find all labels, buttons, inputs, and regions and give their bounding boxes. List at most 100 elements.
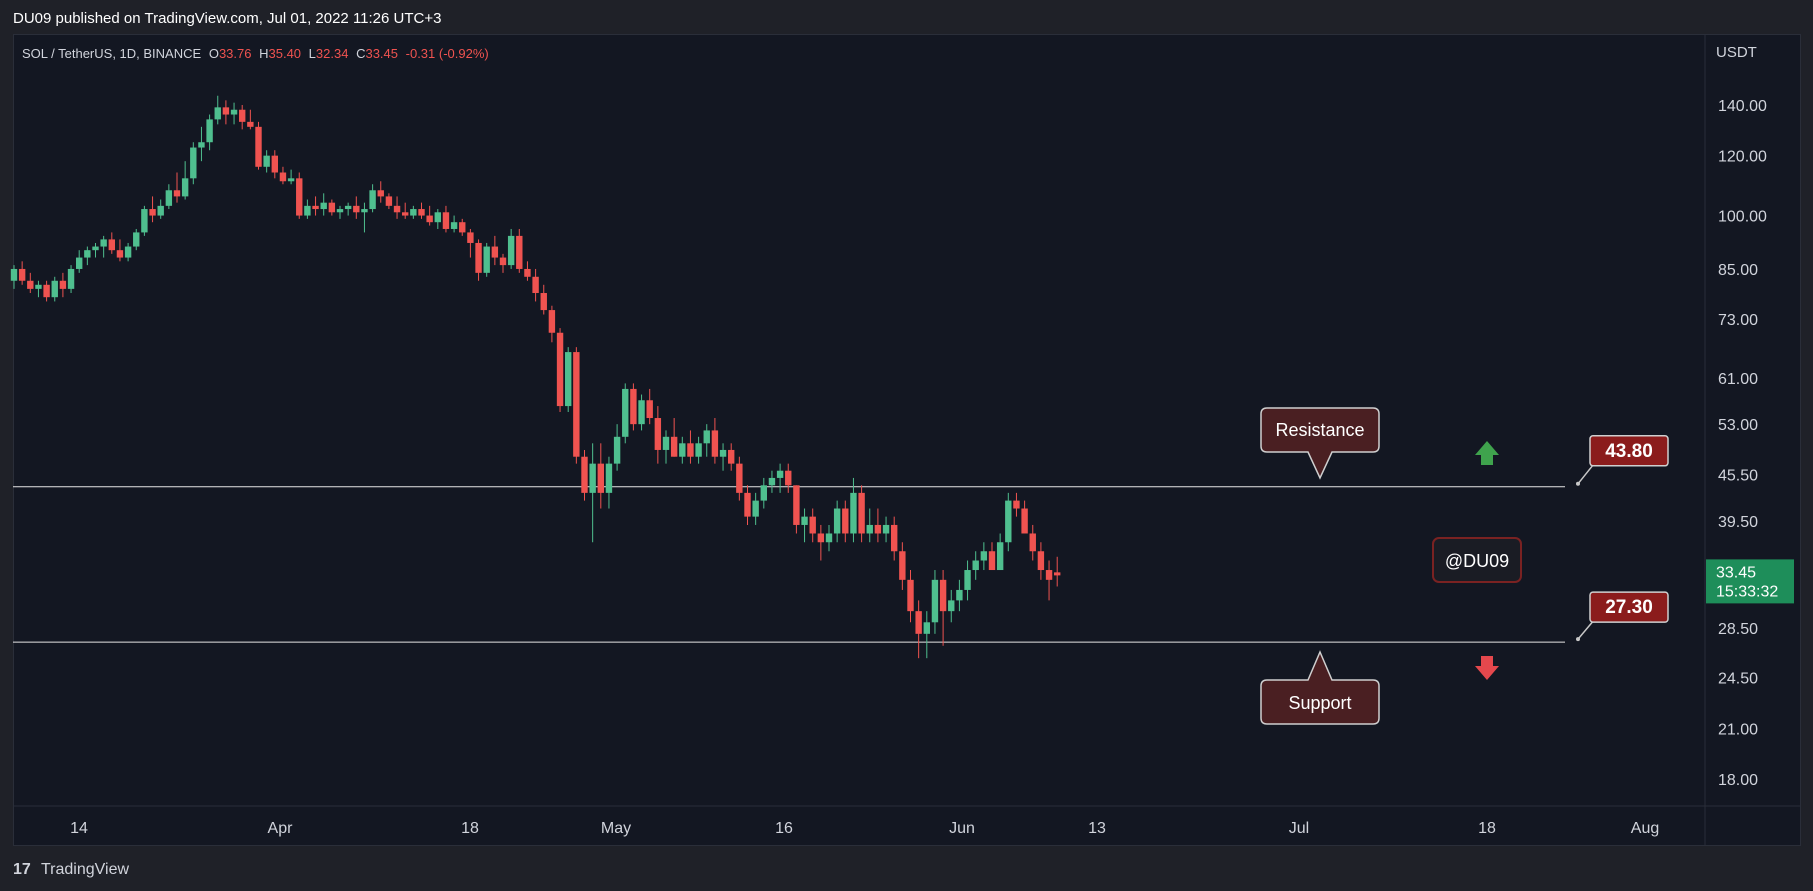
tradingview-logo-icon[interactable]: 17 [13, 861, 31, 878]
candle-body [899, 551, 906, 580]
candle-body [344, 205, 352, 210]
candle [679, 436, 686, 464]
candle [35, 280, 42, 298]
candle [247, 109, 254, 130]
price-tick-label: 100.00 [1718, 209, 1767, 226]
candle [361, 202, 368, 233]
candle [516, 228, 523, 273]
candle-body [312, 205, 319, 210]
candle [418, 202, 425, 219]
candle [499, 253, 507, 273]
candle-body [581, 456, 588, 493]
candle-body [996, 542, 1004, 571]
candle-body [402, 212, 409, 216]
candle-body [18, 268, 26, 281]
candle-body [385, 196, 393, 206]
candle [858, 485, 865, 543]
candle [711, 418, 719, 464]
candle [638, 394, 645, 431]
current-price-value: 33.45 [1716, 564, 1756, 581]
candle [450, 215, 458, 233]
price-tick-label: 140.00 [1718, 98, 1767, 115]
candle-body [939, 579, 947, 612]
candle-body [630, 388, 637, 425]
candle [434, 209, 441, 229]
candle [809, 508, 816, 543]
time-tick-label: Apr [268, 820, 294, 837]
candle [108, 232, 115, 254]
resistance-callout-text: Resistance [1275, 420, 1364, 440]
candle-body [59, 280, 67, 289]
candle-body [133, 232, 140, 247]
candle-body [92, 246, 99, 251]
candle-body [638, 400, 645, 425]
candle [931, 570, 939, 634]
candle [556, 328, 564, 412]
price-tick-label: 53.00 [1718, 417, 1758, 434]
candle [190, 142, 197, 185]
candle-body [540, 293, 547, 311]
support-callout [1260, 650, 1380, 725]
high-value: 35.40 [268, 46, 302, 61]
candle-body [1013, 500, 1020, 509]
price-tick-label: 85.00 [1718, 262, 1758, 279]
candle-body [442, 212, 450, 229]
candle [491, 235, 499, 266]
candle [597, 443, 604, 509]
open-label: O [208, 46, 219, 61]
candle-body [377, 190, 384, 197]
candle [116, 239, 124, 262]
candle [222, 100, 230, 125]
candle-body [646, 400, 653, 419]
low-label: L [308, 46, 316, 61]
low-value: 32.34 [315, 46, 349, 61]
candle [51, 276, 58, 302]
arrow-down-icon [1475, 656, 1499, 680]
time-tick-label: Aug [1631, 820, 1659, 837]
candle-body [736, 463, 743, 493]
candle [866, 508, 873, 543]
candle [467, 228, 474, 258]
candle-body [687, 443, 694, 457]
price-tick-label: 21.00 [1718, 721, 1758, 738]
candle-body [100, 239, 107, 247]
candle [899, 542, 906, 590]
time-tick-label: May [601, 820, 631, 837]
candle [385, 193, 393, 210]
candle-body [336, 209, 344, 213]
annotations[interactable]: Resistance Support @DU09 [1260, 407, 1522, 725]
price-tick-label: 39.50 [1718, 514, 1758, 531]
candle-body [548, 310, 556, 333]
candle [703, 424, 710, 457]
candle-body [296, 178, 303, 216]
candle [956, 579, 963, 612]
candle [402, 202, 409, 219]
candle [833, 500, 841, 543]
candle-body [418, 209, 425, 216]
candle-body [410, 209, 417, 216]
candle [532, 268, 539, 302]
candle-body [165, 190, 173, 206]
time-axis[interactable]: 14 Apr 18 May 16 Jun 13 Jul 18 Aug [70, 820, 1659, 837]
candlestick-series[interactable] [10, 95, 1061, 659]
candle [410, 205, 417, 219]
candle [630, 383, 637, 431]
horizontal-levels[interactable]: 43.80 27.30 [13, 435, 1669, 643]
candle [124, 242, 132, 262]
current-price-badge [1706, 559, 1794, 604]
price-axis[interactable]: USDT 140.00 120.00 100.00 85.00 73.00 61.00 53.… [1706, 44, 1794, 789]
candle [972, 551, 979, 580]
candle [874, 508, 882, 543]
candle [67, 265, 75, 294]
chart-area[interactable] [13, 35, 1800, 845]
candle [768, 470, 776, 493]
time-tick-label: 18 [461, 820, 479, 837]
candle-body [51, 280, 58, 298]
tradingview-brand[interactable]: TradingView [41, 861, 130, 878]
candle [622, 383, 629, 444]
candle-body [556, 332, 564, 407]
candle [548, 305, 556, 343]
candle-body [507, 235, 515, 266]
support-callout-text: Support [1288, 693, 1351, 713]
